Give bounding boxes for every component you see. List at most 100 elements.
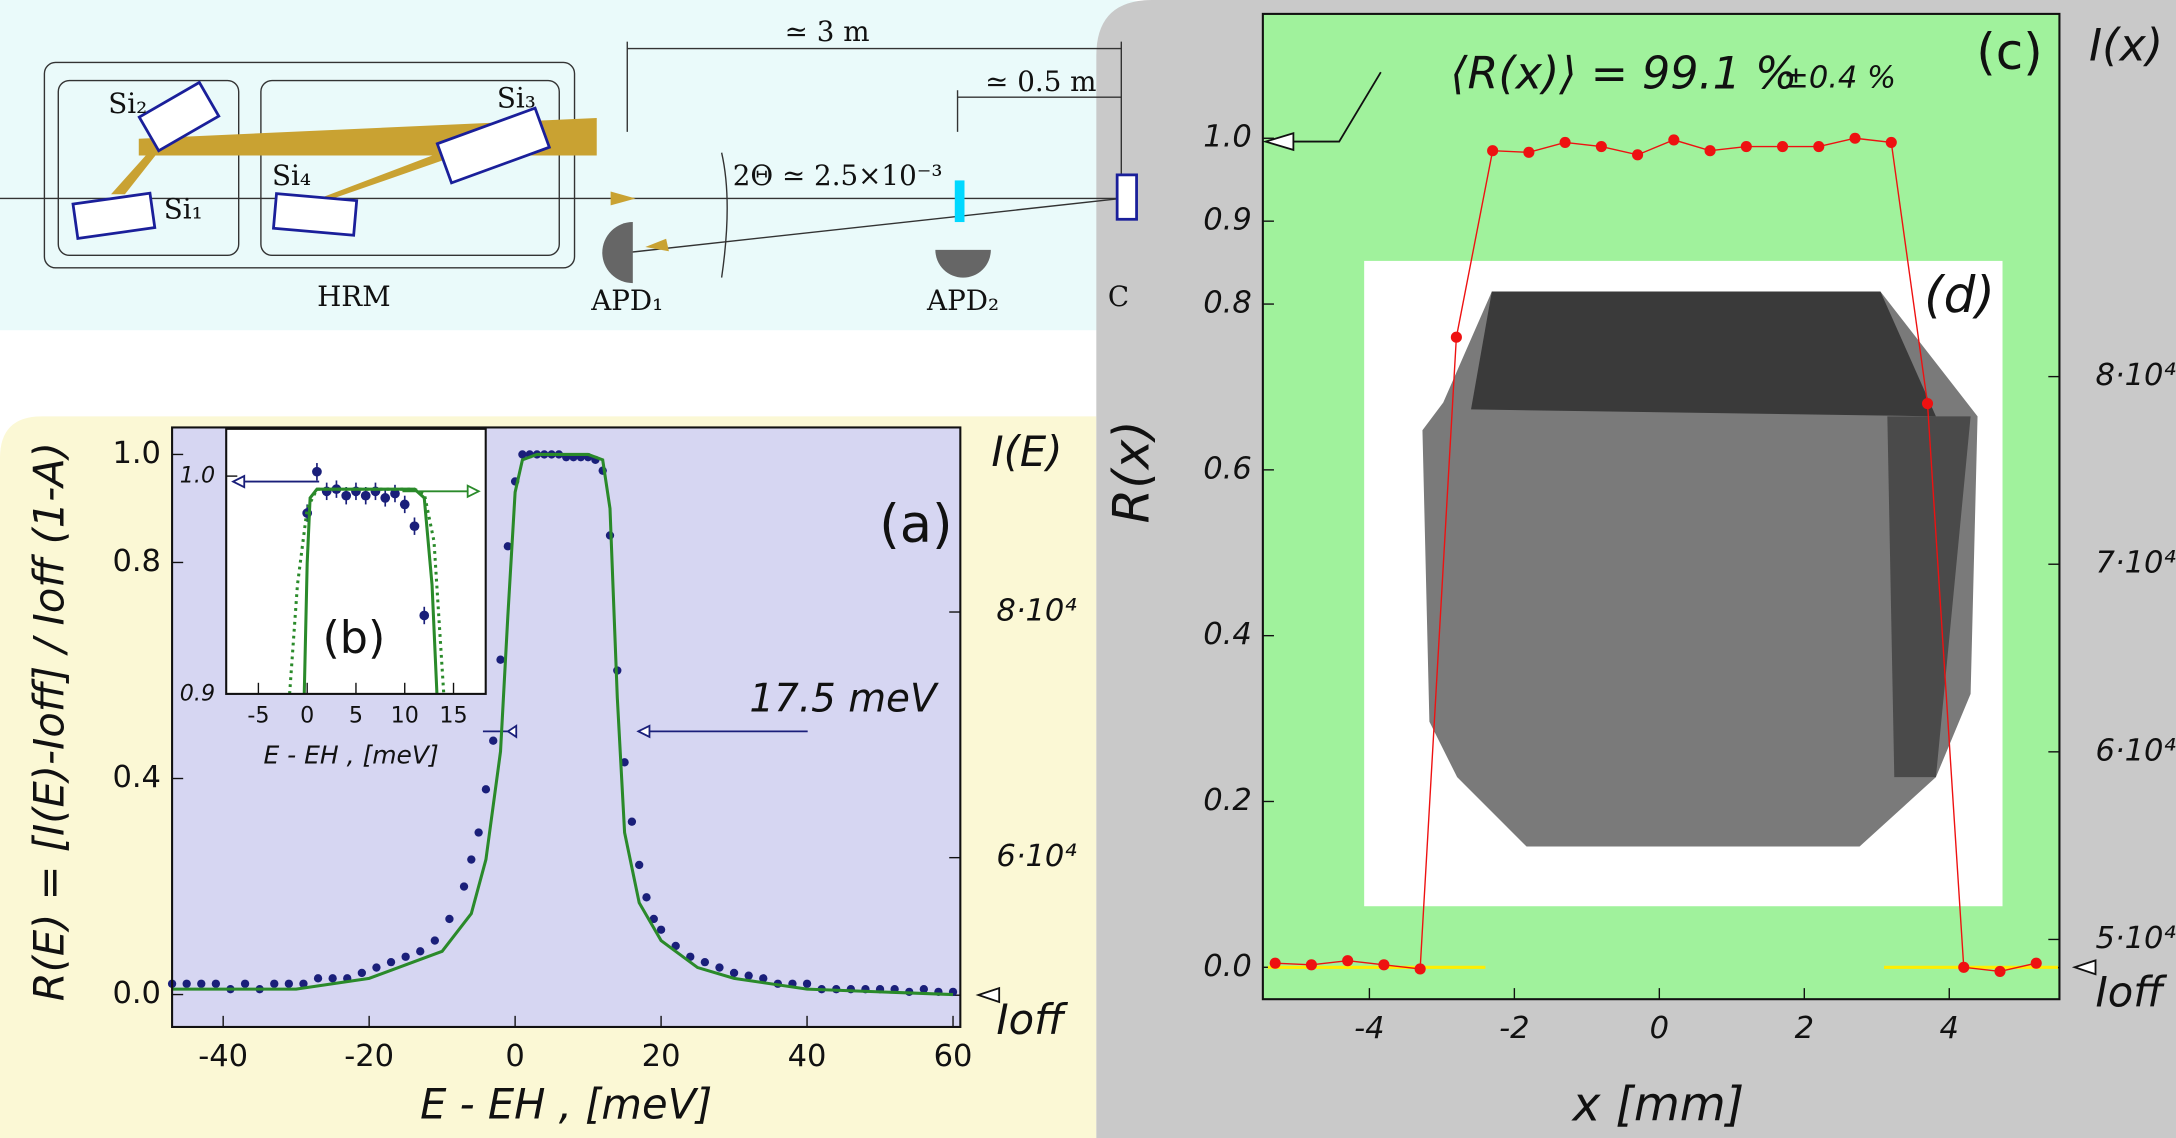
image-label: (d) <box>1924 266 1995 324</box>
x-tick-label: 5 <box>349 703 363 729</box>
x-tick-label: 4 <box>1940 1011 1959 1046</box>
x-tick-label: -4 <box>1354 1011 1384 1046</box>
data-point <box>1596 141 1607 152</box>
data-point <box>361 491 371 501</box>
data-point <box>285 980 293 988</box>
y2-tick-label: 7·10⁴ <box>2096 546 2176 581</box>
x-tick-label: -2 <box>1499 1011 1529 1046</box>
y-tick-label: 0.6 <box>1203 451 1252 486</box>
y-tick-label: 0.8 <box>1203 286 1252 321</box>
data-point <box>1886 137 1897 148</box>
y2-tick-label: 8·10⁴ <box>996 594 1076 629</box>
title: (c) <box>1976 23 2042 81</box>
x-tick-label: 60 <box>934 1039 973 1074</box>
data-point <box>496 656 504 664</box>
crystal-edge <box>1471 291 1936 416</box>
annotation-error: ±0.4 % <box>1783 61 1896 96</box>
data-point <box>387 958 395 966</box>
data-point <box>410 521 420 531</box>
y-tick-label: 1.0 <box>112 436 161 471</box>
title: (b) <box>322 613 385 664</box>
y-tick-label: 0.9 <box>180 680 215 706</box>
data-point <box>1922 398 1933 409</box>
x-tick-label: 2 <box>1795 1011 1814 1046</box>
data-point <box>197 980 205 988</box>
x-tick-label: 10 <box>391 703 419 729</box>
crystal-label: Si₄ <box>272 159 311 192</box>
detector-label: APD₁ <box>590 284 663 317</box>
data-point <box>489 737 497 745</box>
data-point <box>1523 147 1534 158</box>
annotation: 17.5 meV <box>749 676 939 721</box>
y-axis-label: R(E) = [I(E)-Ioff] / Ioff (1-A) <box>25 442 74 1001</box>
data-point <box>1668 134 1679 145</box>
y-axis-label: R(x) <box>1103 420 1161 523</box>
data-point <box>241 980 249 988</box>
x-tick-label: -5 <box>247 703 269 729</box>
y2-tick-label: 6·10⁴ <box>996 839 1076 874</box>
data-point <box>1741 141 1752 152</box>
x-tick-label: -40 <box>198 1039 248 1074</box>
annotation: ⟨R(x)⟩ = 99.1 % <box>1450 48 1797 99</box>
y2-tick-label: Ioff <box>996 995 1068 1044</box>
data-point <box>1632 149 1643 160</box>
data-point <box>431 936 439 944</box>
y2-tick-label: 5·10⁴ <box>2096 921 2176 956</box>
y2label: I(E) <box>991 427 1062 476</box>
data-point <box>1306 959 1317 970</box>
data-point <box>1451 332 1462 343</box>
data-point <box>314 974 322 982</box>
foil <box>955 180 965 222</box>
hrm-label: HRM <box>317 280 391 313</box>
angle-label: 2Θ ≃ 2.5×10⁻³ <box>733 159 943 192</box>
data-point <box>635 861 643 869</box>
data-point <box>460 882 468 890</box>
data-point <box>2031 958 2042 969</box>
page: ≃ 3 m ≃ 0.5 m Si₂ Si₃ Si₁ Si₄ 2Θ ≃ 2.5×1… <box>0 0 2176 1138</box>
data-point <box>628 818 636 826</box>
data-point <box>1777 141 1788 152</box>
data-point <box>1958 962 1969 973</box>
data-point <box>380 493 390 503</box>
data-point <box>642 893 650 901</box>
data-point <box>467 855 475 863</box>
y-tick-label: 0.8 <box>112 544 161 579</box>
data-point <box>474 828 482 836</box>
crystal-label: Si₂ <box>108 87 147 120</box>
data-point <box>1560 137 1571 148</box>
data-point <box>1705 145 1716 156</box>
data-point <box>1415 963 1426 974</box>
data-point <box>419 611 429 621</box>
data-point <box>372 963 380 971</box>
diagram-panel <box>0 0 1166 330</box>
data-point <box>1487 145 1498 156</box>
data-point <box>482 785 490 793</box>
y2-tick-label: Ioff <box>2096 967 2168 1016</box>
data-point <box>701 958 709 966</box>
data-point <box>1994 966 2005 977</box>
data-point <box>183 980 191 988</box>
y-tick-label: 0.4 <box>112 760 161 795</box>
xlabel: x [mm] <box>1571 1077 1745 1132</box>
data-point <box>358 969 366 977</box>
data-point <box>212 980 220 988</box>
data-point <box>328 974 336 982</box>
y-tick-label: 0.4 <box>1203 617 1252 652</box>
y-tick-label: 0.0 <box>1203 949 1252 984</box>
data-point <box>416 947 424 955</box>
data-point <box>270 980 278 988</box>
y2-tick-label: 8·10⁴ <box>2096 358 2176 393</box>
xlabel: E - EH , [meV] <box>420 1079 712 1128</box>
y-tick-label: 1.0 <box>1203 120 1252 155</box>
data-point <box>1378 959 1389 970</box>
x-tick-label: 0 <box>505 1039 524 1074</box>
data-point <box>400 500 410 510</box>
x-tick-label: -20 <box>344 1039 394 1074</box>
y2-tick-label: 6·10⁴ <box>2096 733 2176 768</box>
data-point <box>1813 141 1824 152</box>
xlabel: E - EH , [meV] <box>263 740 438 769</box>
x-tick-label: 15 <box>439 703 467 729</box>
distance-label: ≃ 3 m <box>785 15 870 48</box>
figure: ≃ 3 m ≃ 0.5 m Si₂ Si₃ Si₁ Si₄ 2Θ ≃ 2.5×1… <box>0 0 2176 1138</box>
data-point <box>1342 955 1353 966</box>
